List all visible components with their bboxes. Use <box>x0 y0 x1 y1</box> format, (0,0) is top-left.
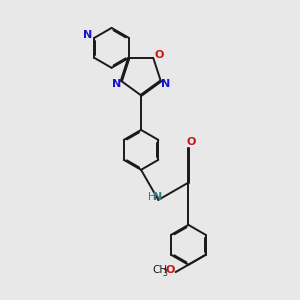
Text: N: N <box>83 30 93 40</box>
Text: H: H <box>148 192 156 203</box>
Text: 3: 3 <box>163 269 167 278</box>
Text: N: N <box>161 79 170 88</box>
Text: O: O <box>155 50 164 60</box>
Text: N: N <box>153 192 162 203</box>
Text: O: O <box>187 137 196 147</box>
Text: CH: CH <box>152 265 167 275</box>
Text: O: O <box>166 265 175 275</box>
Text: N: N <box>112 79 121 88</box>
